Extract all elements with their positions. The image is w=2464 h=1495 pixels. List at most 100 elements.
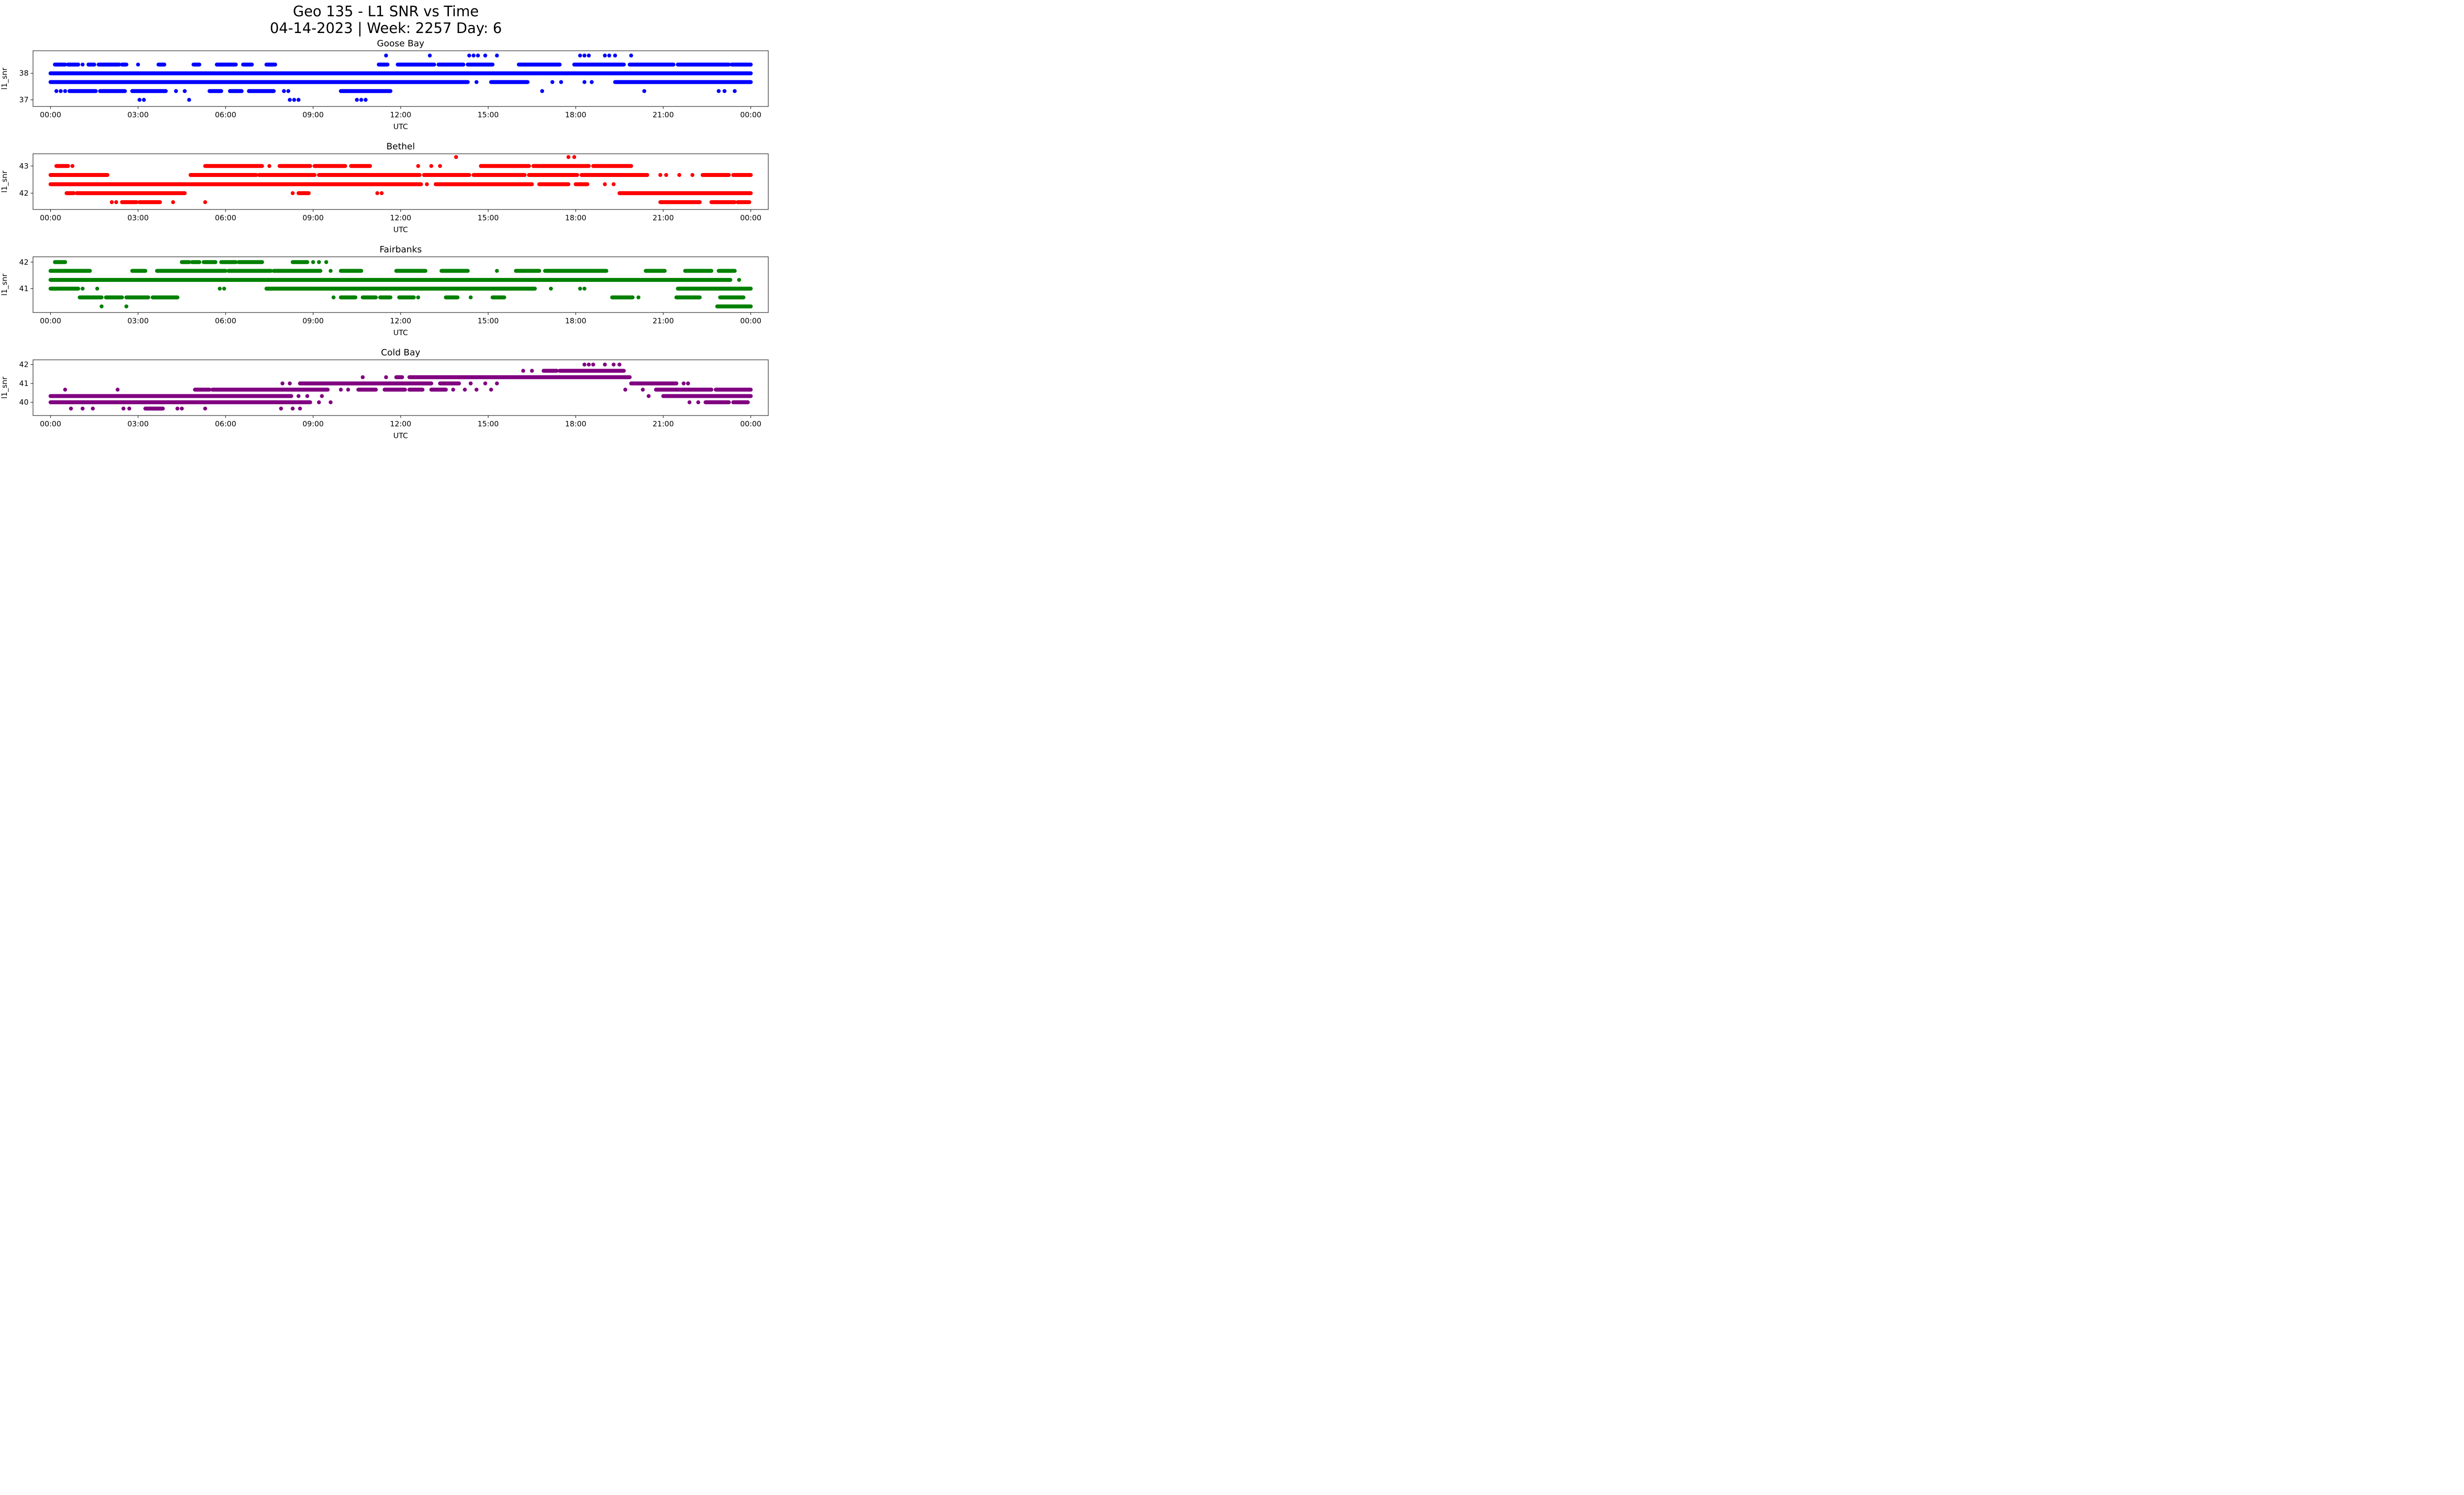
scatter-point: [451, 387, 455, 392]
scatter-point: [495, 269, 499, 273]
scatter-point: [612, 182, 616, 186]
scatter-point: [384, 375, 388, 380]
scatter-point: [286, 89, 291, 93]
scatter-point: [483, 381, 487, 385]
scatter-point: [298, 406, 302, 411]
scatter-point: [182, 89, 187, 93]
scatter-point: [530, 369, 534, 373]
scatter-point: [171, 200, 175, 205]
scatter-point: [603, 53, 607, 58]
scatter-point: [416, 164, 420, 168]
x-tick-label: 03:00: [128, 213, 149, 222]
scatter-point: [328, 269, 333, 273]
scatter-point: [416, 295, 420, 300]
scatter-point: [54, 89, 59, 93]
scatter-point: [187, 98, 191, 102]
x-axis-label: UTC: [393, 225, 408, 234]
scatter-point: [613, 53, 617, 58]
scatter-point: [642, 89, 647, 93]
y-tick-label: 41: [19, 284, 29, 293]
scatter-point: [467, 53, 472, 58]
scatter-point: [317, 400, 321, 405]
scatter-point: [438, 164, 442, 168]
scatter-point: [641, 387, 645, 392]
x-tick-label: 06:00: [215, 419, 236, 428]
scatter-point: [324, 260, 329, 264]
x-tick-label: 00:00: [740, 110, 761, 119]
scatter-point: [578, 53, 582, 58]
scatter-point: [203, 406, 207, 411]
scatter-point: [80, 406, 85, 411]
scatter-point: [384, 53, 388, 58]
subplot-bethel: Bethel 00:00 03:00 06:00 09:00 12:00 15:00 18:0…: [0, 138, 772, 241]
scatter-point: [722, 89, 727, 93]
scatter-point: [540, 89, 545, 93]
x-tick-label: 03:00: [128, 316, 149, 325]
scatter-point: [80, 286, 85, 291]
subplot-fairbanks: Fairbanks 00:00 03:00 06:00 09:00 12:00 15:00 1…: [0, 241, 772, 344]
x-tick-label: 06:00: [215, 316, 236, 325]
scatter-point: [495, 381, 499, 385]
scatter-point: [566, 155, 571, 159]
chart-canvas: Cold Bay 00:00 03:00 06:00 09:00 12:00 15:00 18…: [0, 348, 769, 440]
scatter-point: [607, 53, 612, 58]
y-axis-label: l1_snr: [0, 273, 9, 296]
subplot-title: Goose Bay: [377, 38, 425, 49]
x-tick-label: 18:00: [565, 419, 586, 428]
x-tick-label: 09:00: [303, 419, 324, 428]
x-tick-label: 09:00: [303, 213, 324, 222]
x-tick-label: 09:00: [303, 316, 324, 325]
y-tick-label: 42: [19, 360, 29, 369]
scatter-point: [292, 98, 296, 102]
scatter-point: [582, 362, 586, 367]
scatter-point: [115, 387, 120, 392]
y-axis-label: l1_snr: [0, 67, 9, 90]
y-tick-label: 41: [19, 379, 29, 388]
scatter-point: [636, 295, 641, 300]
y-tick-label: 38: [19, 69, 29, 78]
x-tick-label: 00:00: [40, 419, 61, 428]
scatter-point: [331, 295, 336, 300]
y-tick-label: 42: [19, 258, 29, 267]
scatter-point: [429, 164, 434, 168]
x-tick-label: 00:00: [740, 213, 761, 222]
scatter-point: [114, 200, 118, 205]
chart-canvas: Bethel 00:00 03:00 06:00 09:00 12:00 15:00 18:0…: [0, 141, 769, 234]
x-tick-label: 12:00: [390, 419, 411, 428]
scatter-point: [612, 362, 616, 367]
scatter-point: [572, 155, 577, 159]
x-tick-label: 18:00: [565, 316, 586, 325]
scatter-point: [175, 406, 180, 411]
scatter-point: [521, 369, 525, 373]
scatter-point: [288, 98, 292, 102]
scatter-point: [137, 98, 142, 102]
scatter-point: [603, 362, 607, 367]
x-tick-label: 06:00: [215, 110, 236, 119]
x-tick-label: 21:00: [652, 110, 674, 119]
scatter-point: [317, 260, 321, 264]
scatter-point: [617, 362, 622, 367]
figure-subtitle: 04-14-2023 | Week: 2257 Day: 6: [270, 20, 502, 36]
scatter-point: [589, 80, 594, 84]
scatter-point: [696, 400, 700, 405]
x-tick-label: 12:00: [390, 110, 411, 119]
x-tick-label: 00:00: [40, 213, 61, 222]
x-axis-label: UTC: [393, 328, 408, 337]
scatter-point: [290, 191, 295, 195]
scatter-point: [629, 53, 633, 58]
x-tick-label: 09:00: [303, 110, 324, 119]
x-tick-label: 06:00: [215, 213, 236, 222]
scatter-point: [474, 80, 479, 84]
scatter-point: [361, 375, 365, 380]
scatter-point: [476, 53, 480, 58]
scatter-point: [578, 286, 582, 291]
scatter-point: [203, 200, 207, 205]
x-tick-label: 00:00: [40, 110, 61, 119]
scatter-point: [121, 406, 126, 411]
scatter-point: [717, 89, 721, 93]
scatter-point: [603, 182, 607, 186]
x-tick-label: 12:00: [390, 316, 411, 325]
x-axis-label: UTC: [393, 431, 408, 440]
scatter-point: [267, 164, 272, 168]
x-tick-label: 03:00: [128, 110, 149, 119]
